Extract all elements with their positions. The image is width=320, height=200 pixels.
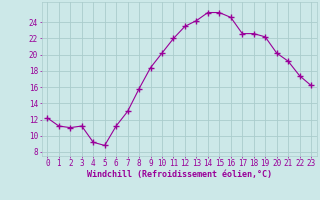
X-axis label: Windchill (Refroidissement éolien,°C): Windchill (Refroidissement éolien,°C) bbox=[87, 170, 272, 179]
